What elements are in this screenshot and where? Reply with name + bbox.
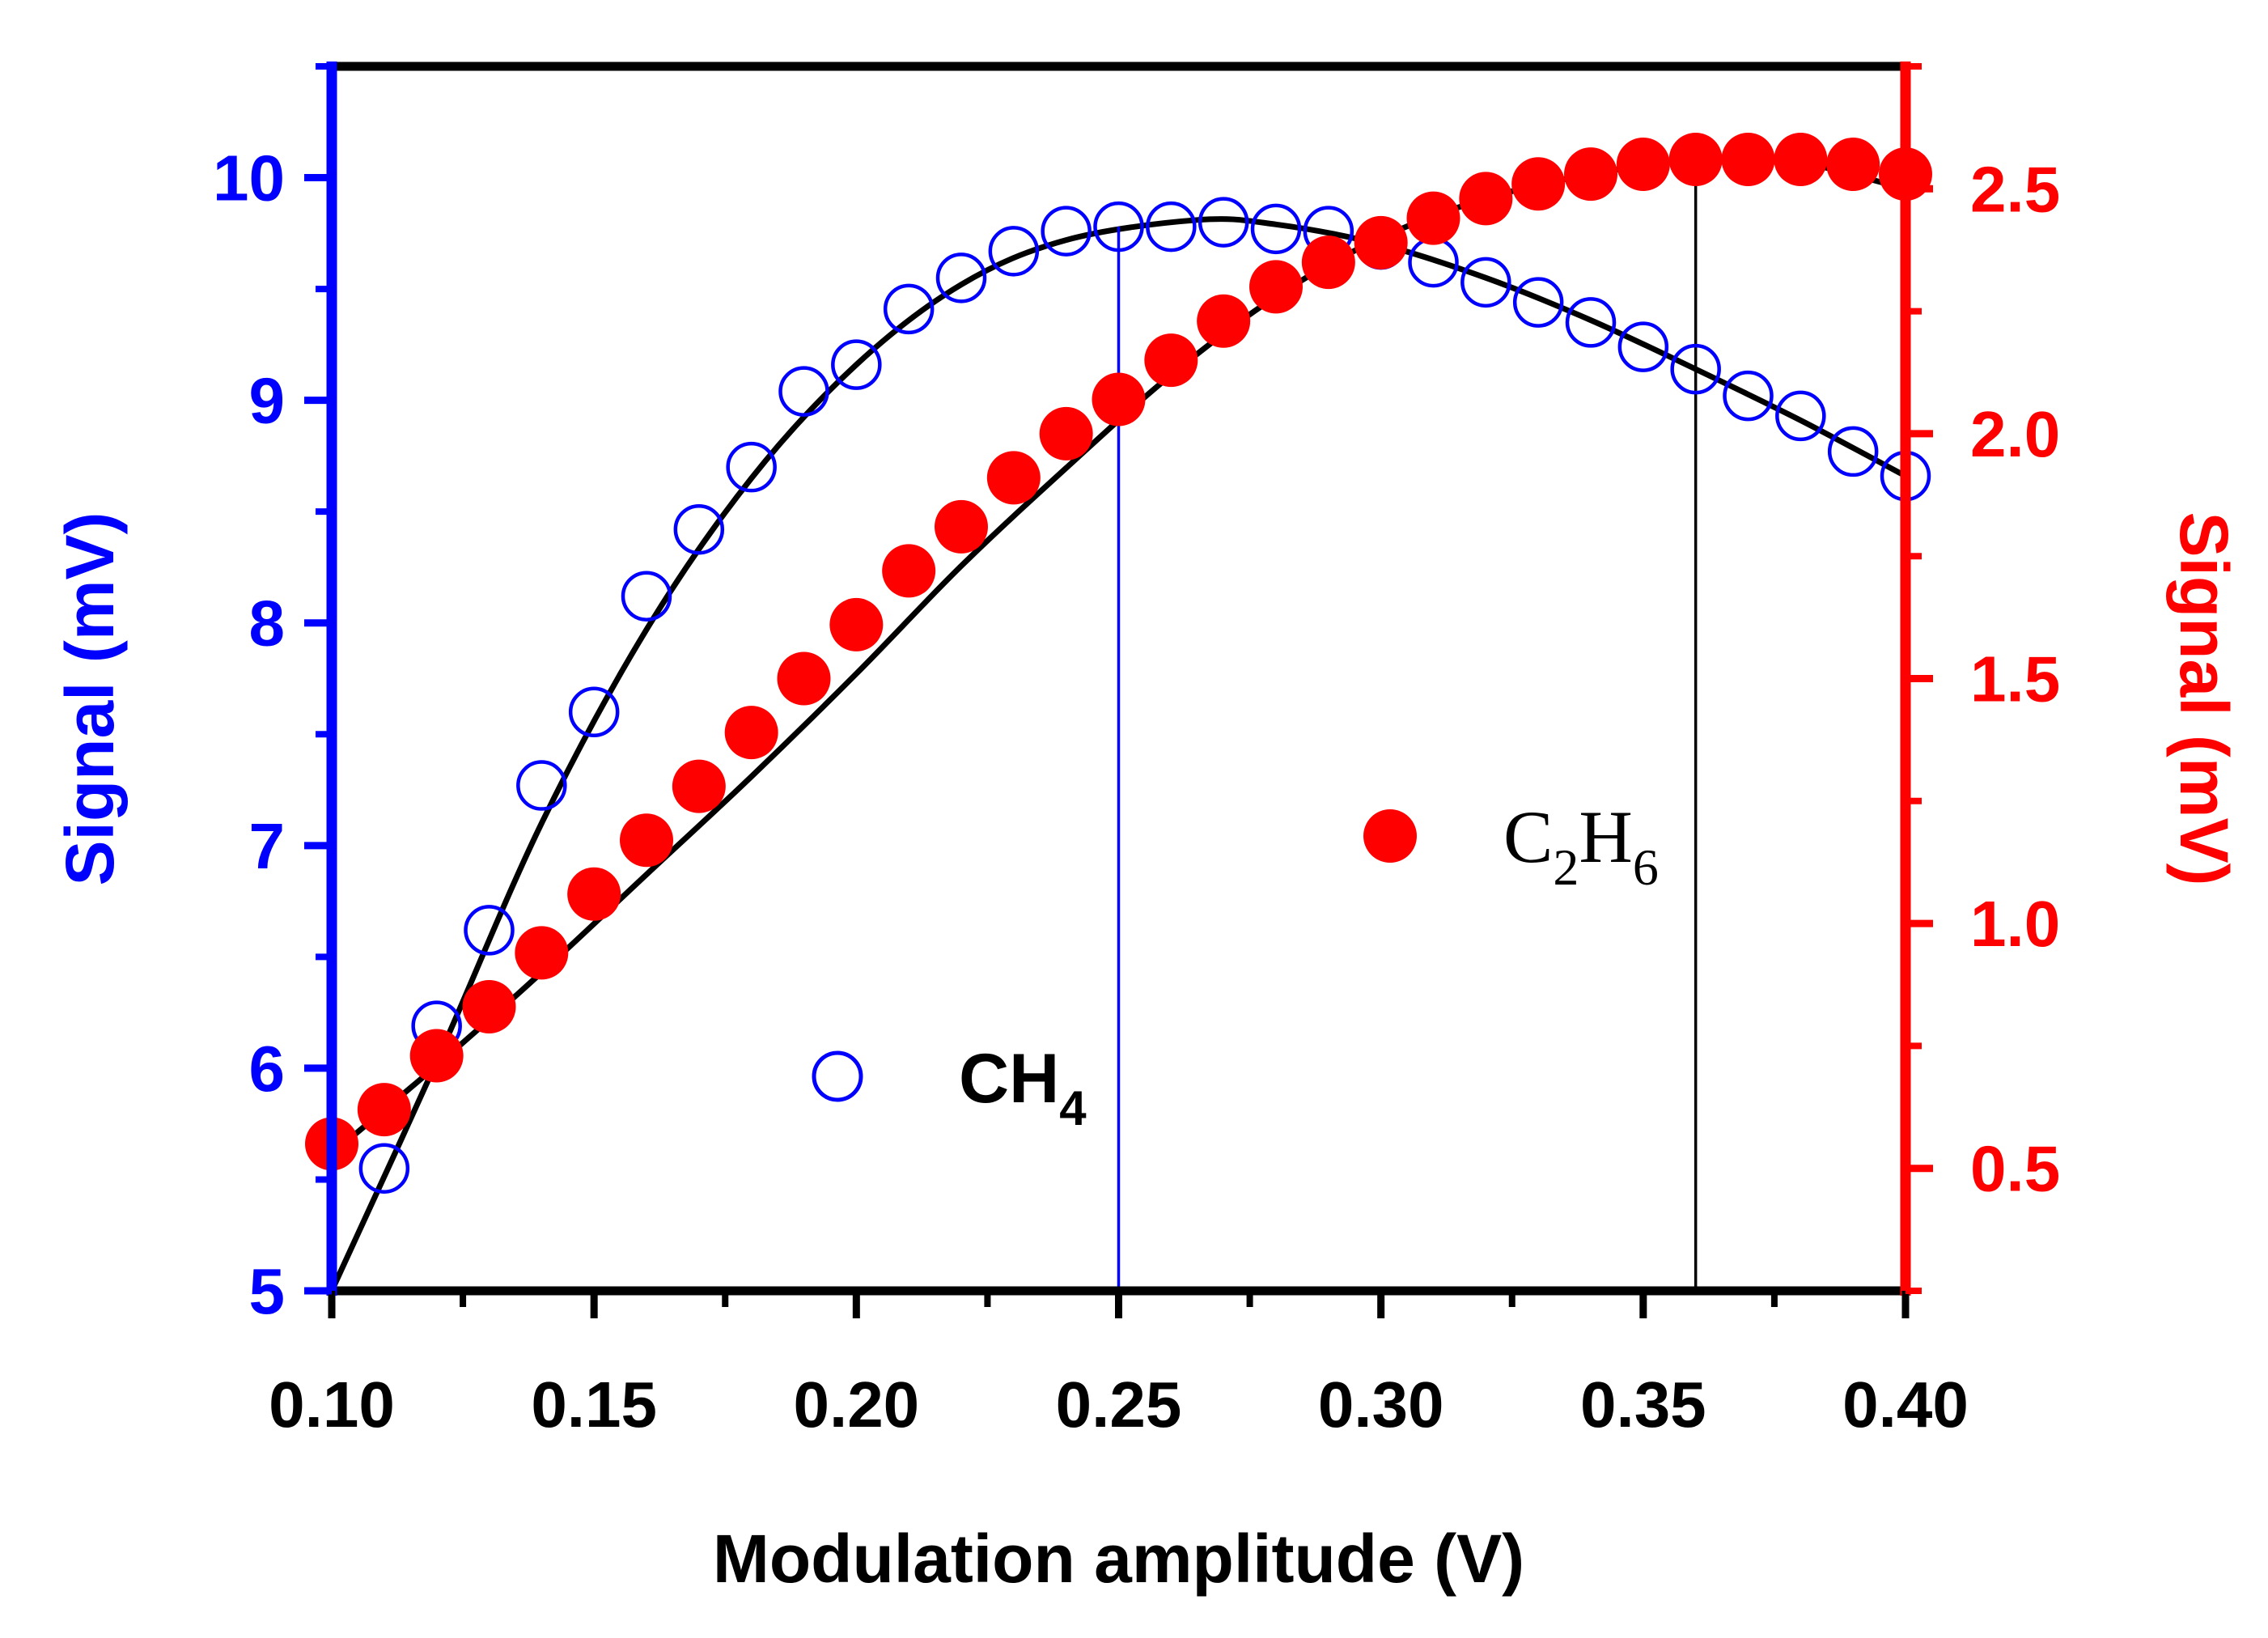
c2h6-point xyxy=(1144,333,1198,388)
x-axis-title: Modulation amplitude (V) xyxy=(713,1521,1524,1597)
legend-ch4-marker xyxy=(812,1050,863,1102)
ch4-point xyxy=(621,571,672,622)
c2h6-point xyxy=(620,813,673,868)
c2h6-point xyxy=(357,1083,411,1137)
x-tick-label: 0.40 xyxy=(1842,1369,1969,1441)
legend-ch4-sub: 4 xyxy=(1059,1081,1087,1135)
c2h6-point xyxy=(935,499,988,554)
ch4-point xyxy=(1512,277,1564,328)
ch4-point xyxy=(568,686,620,738)
c2h6-point xyxy=(829,597,884,651)
c2h6-point xyxy=(1039,406,1093,460)
ch4-point xyxy=(1723,370,1774,422)
x-tick-label: 0.15 xyxy=(531,1369,657,1441)
c2h6-point xyxy=(986,451,1041,505)
x-tick-label: 0.30 xyxy=(1318,1369,1444,1441)
ch4-point xyxy=(1093,201,1144,252)
x-tick-label: 0.25 xyxy=(1056,1369,1182,1441)
legend-c2h6-sub6: 6 xyxy=(1633,838,1659,896)
x-tick-label: 0.20 xyxy=(793,1369,919,1441)
ch4-point xyxy=(988,226,1040,277)
ch4-point xyxy=(1827,426,1879,477)
legend-c2h6-c: C xyxy=(1503,796,1553,878)
c2h6-point xyxy=(462,979,516,1033)
ch4-point xyxy=(1198,197,1249,248)
c2h6-point xyxy=(1197,294,1251,348)
c2h6-point xyxy=(882,544,936,598)
ch4-point xyxy=(1617,321,1669,372)
right-tick-label: 2.5 xyxy=(1970,153,2060,225)
c2h6-point xyxy=(1406,191,1460,245)
ch4-point xyxy=(1775,390,1826,442)
legend-c2h6-marker xyxy=(1363,809,1417,863)
left-tick-label: 6 xyxy=(249,1033,286,1105)
c2h6-point xyxy=(1668,132,1723,186)
c2h6-point xyxy=(1092,372,1146,426)
legend-ch4-label: CH4 xyxy=(959,1040,1087,1135)
c2h6-point xyxy=(567,867,621,921)
ch4-point xyxy=(883,283,935,335)
c2h6-point xyxy=(1564,147,1617,202)
right-y-axis-title: Signal (mV) xyxy=(2166,511,2242,885)
ch4-point xyxy=(1146,201,1197,252)
ch4-point xyxy=(778,366,829,417)
ch4-point xyxy=(464,905,515,956)
c2h6-point xyxy=(1774,132,1828,186)
axis-ticks xyxy=(304,63,1933,1318)
c2h6-point xyxy=(777,651,831,706)
left-tick-label: 8 xyxy=(249,588,286,660)
ch4-point xyxy=(1460,257,1511,308)
legend-c2h6-h: H xyxy=(1579,796,1632,878)
tick-labels: 0.10 0.15 0.20 0.25 0.30 0.35 0.40 5 6 7 8 9 10 0.5 1.… xyxy=(213,142,2060,1441)
ch4-point xyxy=(1041,206,1092,257)
c2h6-point xyxy=(409,1029,464,1083)
c2h6-point xyxy=(1249,260,1303,314)
legend-ch4-main: CH xyxy=(959,1040,1059,1118)
left-tick-label: 5 xyxy=(249,1255,286,1327)
c2h6-point xyxy=(1511,157,1566,211)
right-tick-label: 1.0 xyxy=(1970,888,2060,960)
c2h6-point xyxy=(724,706,778,760)
right-tick-label: 1.5 xyxy=(1970,643,2060,715)
ch4-point xyxy=(516,760,567,811)
left-tick-label: 7 xyxy=(249,810,286,882)
left-tick-label: 10 xyxy=(213,142,285,214)
left-tick-label: 9 xyxy=(249,365,286,437)
legend-c2h6: C2H6 xyxy=(1363,796,1659,896)
ch4-point xyxy=(358,1143,410,1194)
c2h6-point xyxy=(1826,138,1880,192)
right-tick-label: 0.5 xyxy=(1970,1133,2060,1205)
legend-c2h6-label: C2H6 xyxy=(1503,796,1659,896)
ch4-point xyxy=(1565,297,1617,348)
legend-c2h6-sub2: 2 xyxy=(1553,838,1579,896)
legend-ch4: CH4 xyxy=(812,1040,1087,1135)
ch4-point xyxy=(673,503,725,555)
ch4-point xyxy=(1670,343,1721,395)
ch4-point xyxy=(831,339,882,390)
right-tick-label: 2.0 xyxy=(1970,398,2060,470)
c2h6-point xyxy=(1616,138,1670,192)
c2h6-point xyxy=(515,926,569,980)
ch4-point xyxy=(726,441,777,493)
c2h6-point xyxy=(1354,215,1408,269)
c2h6-point xyxy=(1459,172,1513,226)
c2h6-point xyxy=(672,759,726,813)
ch4-point xyxy=(935,252,987,303)
x-tick-label: 0.35 xyxy=(1580,1369,1706,1441)
x-tick-label: 0.10 xyxy=(269,1369,395,1441)
data-points xyxy=(305,132,1932,1194)
ch4-point xyxy=(1250,203,1302,255)
c2h6-point xyxy=(1721,132,1775,186)
c2h6-point xyxy=(1301,236,1355,290)
left-y-axis-title: Signal (mV) xyxy=(52,511,128,885)
